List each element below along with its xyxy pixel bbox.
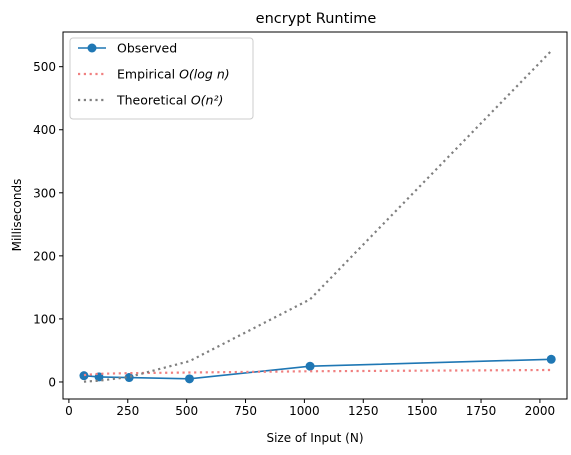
x-tick-label: 1750 <box>466 404 497 418</box>
y-axis-label: Milliseconds <box>10 179 24 252</box>
data-point <box>184 374 194 384</box>
series-line-1 <box>83 368 552 377</box>
x-axis: 0 250 500 750 1000 1250 1500 1750 2000 <box>65 399 555 418</box>
series-line-2 <box>83 50 553 383</box>
data-point <box>546 354 556 364</box>
y-tick-label: 400 <box>33 123 56 137</box>
x-tick-label: 1000 <box>289 404 320 418</box>
chart-title: encrypt Runtime <box>256 11 377 27</box>
legend-box <box>69 37 254 120</box>
legend-marker <box>87 43 97 53</box>
x-tick-label: 750 <box>234 404 257 418</box>
legend-label-0: Observed <box>117 41 177 56</box>
legend: Observed Empirical O(log n) Theoretical O(… <box>69 37 254 120</box>
y-tick-label: 500 <box>33 60 56 74</box>
data-point <box>305 361 315 371</box>
x-tick-label: 1250 <box>348 404 379 418</box>
x-tick-label: 1500 <box>407 404 438 418</box>
legend-label-2: Theoretical O(n²) <box>116 93 223 108</box>
series-group <box>79 50 556 384</box>
y-tick-label: 300 <box>33 186 56 200</box>
data-point <box>79 371 89 381</box>
x-tick-label: 0 <box>65 404 73 418</box>
x-axis-label: Size of Input (N) <box>266 431 363 445</box>
x-tick-label: 2000 <box>525 404 556 418</box>
y-axis: 0 100 200 300 400 500 <box>33 60 63 389</box>
legend-label-1: Empirical O(log n) <box>117 67 230 82</box>
x-tick-label: 500 <box>175 404 198 418</box>
y-tick-label: 100 <box>33 312 56 326</box>
x-tick-label: 250 <box>116 404 139 418</box>
y-tick-label: 200 <box>33 249 56 263</box>
y-tick-label: 0 <box>48 375 56 389</box>
